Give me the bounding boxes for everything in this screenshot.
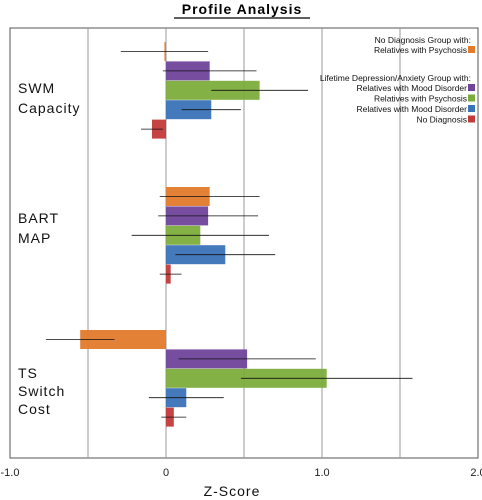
chart-title: Profile Analysis [182,1,303,17]
x-tick-label: 0 [163,467,169,479]
x-tick-label: -1.0 [1,467,20,479]
legend-swatch [468,94,475,102]
y-axis-labels: SWM Capacity BART MAP TS Switch Cost [18,80,80,417]
legend-entry: Relatives with Psychosis [374,45,467,55]
x-tick-label: 2.0 [470,467,482,479]
legend-swatch [468,84,475,91]
legend-swatch [468,105,475,112]
plot-area [9,27,479,459]
legend-header: Lifetime Depression/Anxiety Group with: [320,73,471,83]
legend-entry: Relatives with Mood Disorder [356,104,467,114]
legend-header: No Diagnosis Group with: [375,35,471,45]
group-label: Switch [18,383,65,399]
legend-entry: Relatives with Mood Disorder [356,83,467,93]
legend-swatch [468,115,475,123]
x-axis: -1.0 0 1.0 2.0 [1,467,482,479]
group-label: Cost [18,401,51,417]
group-label: BART [18,210,59,226]
bar [80,330,166,349]
legend: No Diagnosis Group with:Relatives with P… [320,35,475,125]
x-axis-label: Z-Score [204,483,261,499]
legend-entry: Relatives with Psychosis [374,94,467,104]
group-label: Capacity [18,100,80,116]
legend-entry: No Diagnosis [416,115,467,125]
x-tick-label: 1.0 [314,467,329,479]
group-label: TS [18,365,38,381]
legend-swatch [468,46,475,53]
group-label: SWM [18,80,55,96]
group-label: MAP [18,230,51,246]
